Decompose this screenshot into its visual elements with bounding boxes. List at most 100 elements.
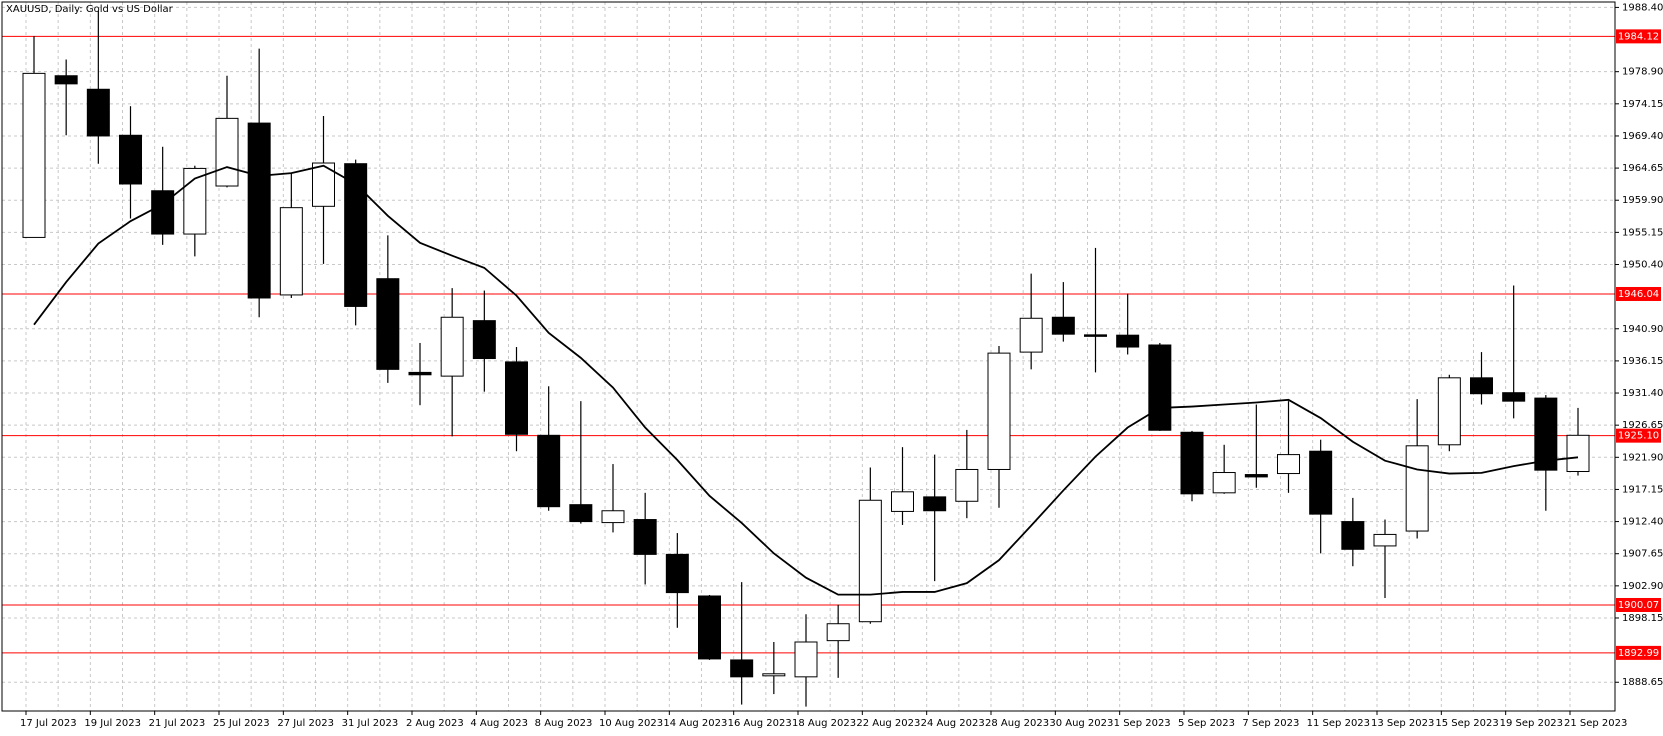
candle-body <box>794 641 818 678</box>
y-tick-label: 1902.90 <box>1622 581 1663 592</box>
y-tick-label: 1940.90 <box>1622 324 1663 335</box>
x-tick-label: 17 Jul 2023 <box>20 718 77 729</box>
candle-body <box>537 434 561 508</box>
candle-body <box>86 88 110 137</box>
y-tick-label: 1898.15 <box>1622 613 1663 624</box>
y-tick-label: 1907.65 <box>1622 549 1663 560</box>
x-tick-label: 1 Sep 2023 <box>1114 718 1171 729</box>
y-tick-label: 1959.90 <box>1622 195 1663 206</box>
x-tick-label: 24 Aug 2023 <box>921 718 985 729</box>
candle-body <box>1212 472 1236 494</box>
candle-body <box>1470 377 1493 395</box>
candle-body <box>54 75 78 85</box>
candle-body <box>1341 521 1365 550</box>
level-label-box <box>1616 29 1661 44</box>
candle-body <box>1148 344 1172 431</box>
level-label: 1892.99 <box>1618 648 1659 659</box>
candle-body <box>151 190 175 235</box>
candle-body <box>215 117 239 187</box>
marks <box>22 10 1590 707</box>
y-tick-label: 1950.40 <box>1622 259 1663 270</box>
levels <box>2 35 1615 654</box>
x-tick-label: 13 Sep 2023 <box>1371 718 1434 729</box>
y-tick-label: 1964.65 <box>1622 163 1663 174</box>
level-label-box <box>1616 286 1661 301</box>
y-tick-label: 1917.15 <box>1622 484 1663 495</box>
level-label: 1925.10 <box>1618 431 1659 442</box>
moving-average-line <box>33 164 1579 596</box>
level-label-box <box>1616 645 1661 660</box>
y-tick-label: 1912.40 <box>1622 517 1663 528</box>
x-tick-label: 16 Aug 2023 <box>728 718 792 729</box>
candle-body <box>1566 434 1590 473</box>
candle-body <box>633 519 657 555</box>
candle-body <box>440 316 464 377</box>
x-tick-label: 2 Aug 2023 <box>406 718 464 729</box>
candle-body <box>376 278 400 370</box>
x-tick-label: 22 Aug 2023 <box>856 718 920 729</box>
candle-body <box>698 595 721 660</box>
candle-body <box>665 553 689 594</box>
candle-body <box>1019 317 1043 353</box>
y-tick-label: 1931.40 <box>1622 388 1663 399</box>
x-tick-label: 21 Sep 2023 <box>1564 718 1627 729</box>
x-tick-label: 15 Sep 2023 <box>1435 718 1498 729</box>
y-tick-label: 1955.15 <box>1622 227 1663 238</box>
candle-body <box>1437 377 1461 446</box>
x-tick-label: 25 Jul 2023 <box>213 718 270 729</box>
y-tick-label: 1921.90 <box>1622 452 1663 463</box>
candle-body <box>1244 474 1268 478</box>
x-tick-label: 5 Sep 2023 <box>1178 718 1235 729</box>
chart-title: XAUUSD, Daily: Gold vs US Dollar <box>6 4 174 15</box>
candle-body <box>569 504 593 523</box>
candle-body <box>1534 397 1558 471</box>
candle-body <box>312 162 335 207</box>
level-label-box <box>1616 597 1661 612</box>
candle-body <box>1373 533 1397 547</box>
candle-body <box>858 499 882 623</box>
candle-body <box>472 320 496 360</box>
level-label: 1900.07 <box>1618 600 1659 611</box>
x-tick-label: 8 Aug 2023 <box>535 718 593 729</box>
labels: 1988.40 1978.90 1974.15 1969.40 1964.65 1959.… <box>20 2 1663 729</box>
candle-body <box>987 352 1011 470</box>
x-tick-label: 28 Aug 2023 <box>985 718 1049 729</box>
plot-frame <box>1 1 1616 712</box>
candle-body <box>344 163 368 307</box>
x-tick-label: 18 Aug 2023 <box>792 718 856 729</box>
candle-body <box>826 623 850 642</box>
x-tick-label: 19 Sep 2023 <box>1500 718 1563 729</box>
y-tick-label: 1926.65 <box>1622 420 1663 431</box>
x-tick-label: 19 Jul 2023 <box>84 718 141 729</box>
y-tick-label: 1978.90 <box>1622 67 1663 78</box>
candle-body <box>762 673 786 677</box>
x-tick-label: 27 Jul 2023 <box>277 718 334 729</box>
x-tick-label: 4 Aug 2023 <box>470 718 528 729</box>
candle-body <box>923 496 947 512</box>
y-tick-label: 1888.65 <box>1622 677 1663 688</box>
candle-body <box>891 491 914 512</box>
y-tick-label: 1969.40 <box>1622 131 1663 142</box>
candle-body <box>1084 334 1107 337</box>
candle-body <box>247 122 271 299</box>
x-tick-label: 10 Aug 2023 <box>599 718 663 729</box>
candle-body <box>1116 334 1140 348</box>
candle-body <box>22 72 46 238</box>
x-tick-label: 30 Aug 2023 <box>1049 718 1113 729</box>
candle-body <box>279 207 303 296</box>
candle-body <box>505 361 528 435</box>
x-tick-label: 14 Aug 2023 <box>663 718 727 729</box>
candle-body <box>408 371 432 376</box>
y-tick-label: 1974.15 <box>1622 99 1663 110</box>
level-label-box <box>1616 428 1661 443</box>
x-tick-label: 21 Jul 2023 <box>149 718 206 729</box>
candle-body <box>1405 445 1429 532</box>
candle-body <box>119 134 142 185</box>
level-label: 1946.04 <box>1618 289 1659 300</box>
candle-body <box>1051 316 1075 335</box>
candle-body <box>1277 454 1300 475</box>
x-tick-label: 31 Jul 2023 <box>342 718 399 729</box>
